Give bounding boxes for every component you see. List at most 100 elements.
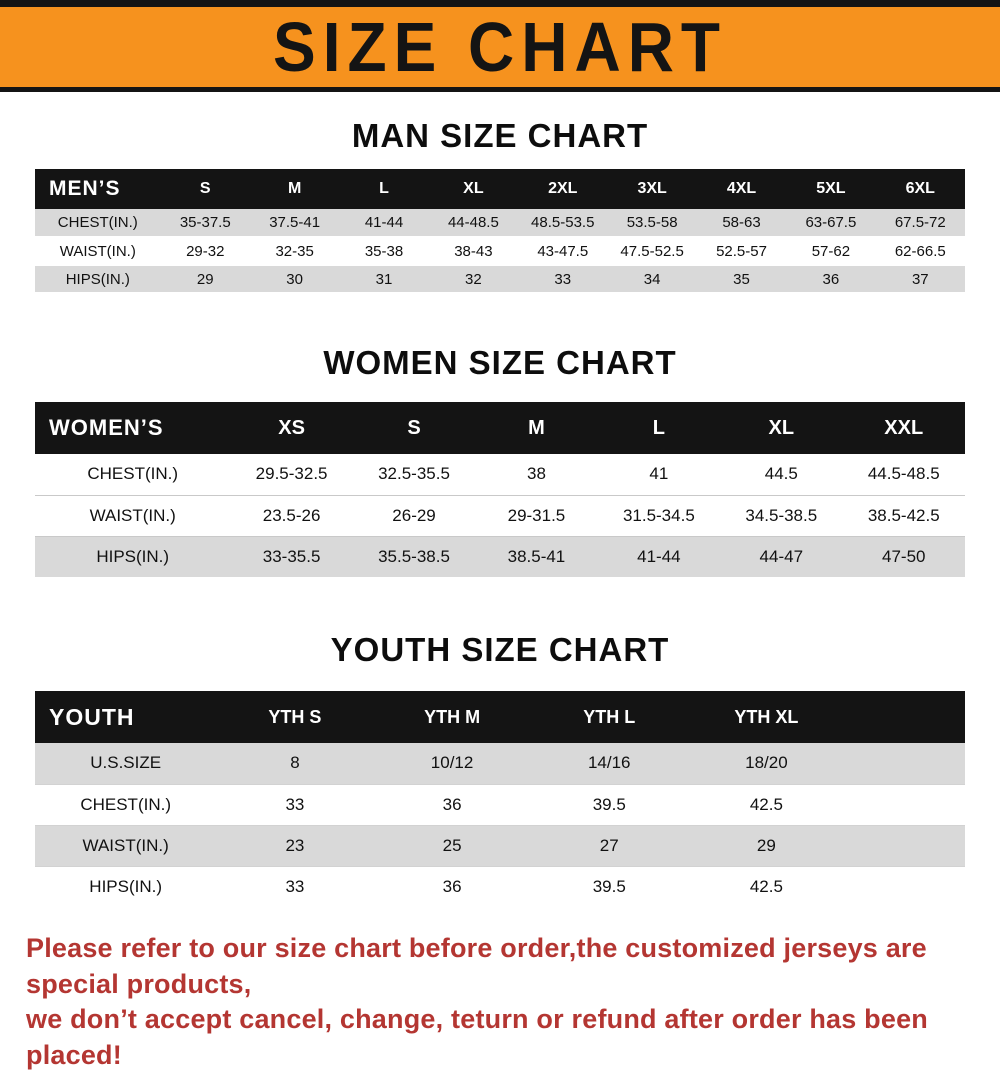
size-value-cell: 35-38: [339, 237, 429, 265]
table-header-cell: MEN’S: [35, 169, 161, 209]
youth-section-heading: YOUTH SIZE CHART: [330, 631, 670, 668]
size-value-cell: 33: [216, 784, 374, 825]
size-value-cell: 67.5-72: [875, 209, 965, 237]
table-row: CHEST(IN.) 35-37.5 37.5-41 41-44 44-48.5…: [35, 209, 965, 237]
size-value-cell: 33: [518, 265, 608, 293]
row-label-cell: WAIST(IN.): [35, 825, 217, 866]
size-value-cell: 44.5: [720, 454, 843, 495]
size-value-cell: 39.5: [530, 784, 688, 825]
size-value-cell: 41-44: [597, 536, 721, 577]
table-row: CHEST(IN.) 33 36 39.5 42.5: [35, 784, 965, 825]
size-value-cell: 14/16: [530, 743, 688, 784]
spacer-cell: [844, 691, 965, 743]
size-value-cell: 31.5-34.5: [597, 495, 721, 536]
size-value-cell: 29-31.5: [475, 495, 598, 536]
table-header-cell: XL: [428, 169, 519, 209]
size-value-cell: 44.5-48.5: [842, 454, 965, 495]
size-value-cell: 44-47: [720, 536, 843, 577]
size-value-cell: 34: [607, 265, 697, 293]
size-value-cell: 29: [160, 265, 250, 293]
size-value-cell: 8: [216, 743, 374, 784]
size-value-cell: 47-50: [842, 536, 965, 577]
size-value-cell: 62-66.5: [875, 237, 965, 265]
table-header-cell: WOMEN’S: [35, 402, 231, 454]
table-row: U.S.SIZE 8 10/12 14/16 18/20: [35, 743, 965, 784]
table-row: HIPS(IN.) 29 30 31 32 33 34 35 36 37: [35, 265, 965, 293]
size-value-cell: 43-47.5: [518, 237, 608, 265]
size-value-cell: 47.5-52.5: [607, 237, 697, 265]
women-section-heading: WOMEN SIZE CHART: [323, 344, 677, 381]
size-value-cell: 10/12: [373, 743, 531, 784]
spacer-cell: [844, 866, 965, 907]
order-notice-line-2: we don’t accept cancel, change, teturn o…: [26, 1004, 929, 1070]
row-label-cell: WAIST(IN.): [35, 237, 161, 265]
women-size-table: WOMEN’S XS S M L XL XXL CHEST(IN.) 29.5-…: [35, 402, 965, 577]
size-value-cell: 29-32: [160, 237, 250, 265]
youth-table-header-row: YOUTH YTH S YTH M YTH L YTH XL: [35, 691, 965, 743]
table-row: WAIST(IN.) 29-32 32-35 35-38 38-43 43-47…: [35, 237, 965, 265]
youth-size-table: YOUTH YTH S YTH M YTH L YTH XL U.S.SIZE …: [35, 691, 965, 907]
size-value-cell: 41: [597, 454, 721, 495]
size-value-cell: 38: [475, 454, 598, 495]
table-row: HIPS(IN.) 33-35.5 35.5-38.5 38.5-41 41-4…: [35, 536, 965, 577]
size-value-cell: 23.5-26: [230, 495, 353, 536]
row-label-cell: WAIST(IN.): [35, 495, 231, 536]
table-row: CHEST(IN.) 29.5-32.5 32.5-35.5 38 41 44.…: [35, 454, 965, 495]
size-value-cell: 35: [696, 265, 787, 293]
order-notice-line-1: Please refer to our size chart before or…: [26, 933, 927, 999]
size-value-cell: 37: [875, 265, 965, 293]
table-header-cell: XL: [720, 402, 843, 454]
row-label-cell: U.S.SIZE: [35, 743, 217, 784]
table-header-cell: L: [597, 402, 721, 454]
table-header-cell: S: [160, 169, 250, 209]
table-header-cell: XXL: [842, 402, 965, 454]
size-value-cell: 29: [687, 825, 845, 866]
size-value-cell: 32-35: [249, 237, 340, 265]
size-value-cell: 32: [428, 265, 519, 293]
size-value-cell: 44-48.5: [428, 209, 519, 237]
size-value-cell: 33: [216, 866, 374, 907]
size-value-cell: 58-63: [696, 209, 787, 237]
banner: SIZE CHART: [0, 0, 1000, 92]
size-value-cell: 27: [530, 825, 688, 866]
size-value-cell: 23: [216, 825, 374, 866]
size-value-cell: 33-35.5: [230, 536, 353, 577]
men-section-heading: MAN SIZE CHART: [351, 117, 649, 154]
spacer-cell: [844, 784, 965, 825]
size-value-cell: 38.5-41: [475, 536, 598, 577]
men-size-table: MEN’S S M L XL 2XL 3XL 4XL 5XL 6XL CHEST…: [35, 169, 965, 294]
size-value-cell: 36: [373, 866, 531, 907]
size-value-cell: 26-29: [352, 495, 476, 536]
table-header-cell: YTH S: [216, 691, 374, 743]
size-value-cell: 35-37.5: [160, 209, 250, 237]
row-label-cell: CHEST(IN.): [35, 454, 231, 495]
size-value-cell: 57-62: [786, 237, 876, 265]
size-value-cell: 38-43: [428, 237, 519, 265]
table-header-cell: 2XL: [518, 169, 608, 209]
row-label-cell: CHEST(IN.): [35, 784, 217, 825]
table-header-cell: M: [249, 169, 340, 209]
men-table-header-row: MEN’S S M L XL 2XL 3XL 4XL 5XL 6XL: [35, 169, 965, 209]
order-notice: Please refer to our size chart before or…: [0, 931, 1000, 1074]
size-value-cell: 63-67.5: [786, 209, 876, 237]
size-value-cell: 38.5-42.5: [842, 495, 965, 536]
table-header-cell: 4XL: [696, 169, 787, 209]
table-header-cell: YTH XL: [687, 691, 845, 743]
size-value-cell: 37.5-41: [249, 209, 340, 237]
table-header-cell: 3XL: [607, 169, 697, 209]
spacer-cell: [844, 825, 965, 866]
size-value-cell: 36: [786, 265, 876, 293]
table-row: WAIST(IN.) 23.5-26 26-29 29-31.5 31.5-34…: [35, 495, 965, 536]
table-header-cell: L: [339, 169, 429, 209]
size-value-cell: 30: [249, 265, 340, 293]
size-value-cell: 35.5-38.5: [352, 536, 476, 577]
size-value-cell: 18/20: [687, 743, 845, 784]
size-value-cell: 42.5: [687, 866, 845, 907]
size-value-cell: 39.5: [530, 866, 688, 907]
size-value-cell: 48.5-53.5: [518, 209, 608, 237]
table-header-cell: YTH L: [530, 691, 688, 743]
table-header-cell: XS: [230, 402, 353, 454]
table-header-cell: 5XL: [786, 169, 876, 209]
size-value-cell: 42.5: [687, 784, 845, 825]
row-label-cell: HIPS(IN.): [35, 866, 217, 907]
